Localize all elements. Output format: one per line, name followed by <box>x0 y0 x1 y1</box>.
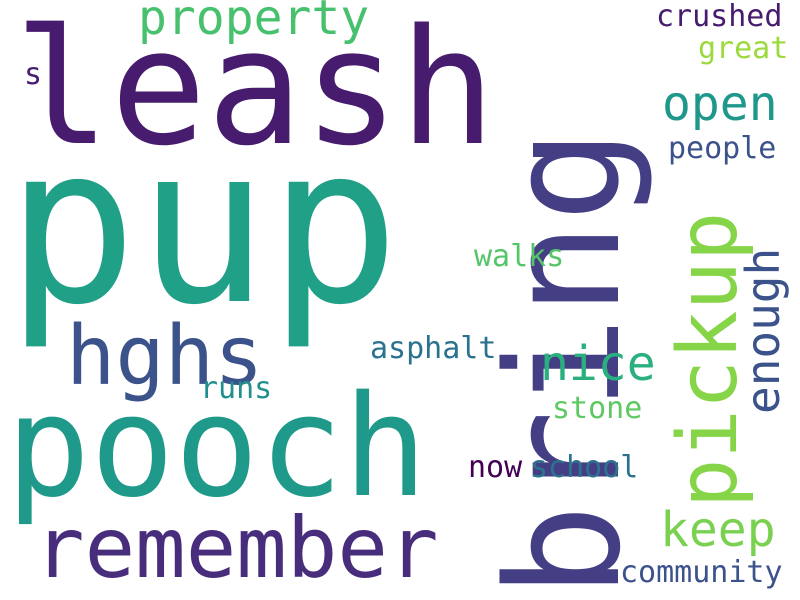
word-pup: pup <box>6 100 400 353</box>
word-s: s <box>24 57 43 92</box>
word-enough: enough <box>736 247 790 414</box>
word-leash: leash <box>14 0 496 181</box>
word-walks: walks <box>474 239 565 274</box>
word-asphalt: asphalt <box>370 331 497 366</box>
word-people: people <box>668 131 777 166</box>
word-school: school <box>530 450 639 485</box>
word-nice: nice <box>540 336 656 392</box>
word-runs: runs <box>200 371 273 406</box>
word-crushed: crushed <box>656 0 783 34</box>
word-hghs: hghs <box>66 309 264 404</box>
word-stone: stone <box>552 391 643 426</box>
word-property: property <box>138 0 370 46</box>
word-community: community <box>620 555 783 590</box>
word-pooch: pooch <box>6 366 428 529</box>
word-great: great <box>698 31 789 66</box>
word-keep: keep <box>660 502 776 558</box>
word-now: now <box>468 450 523 485</box>
word-open: open <box>662 76 778 132</box>
word-remember: remember <box>34 499 439 597</box>
